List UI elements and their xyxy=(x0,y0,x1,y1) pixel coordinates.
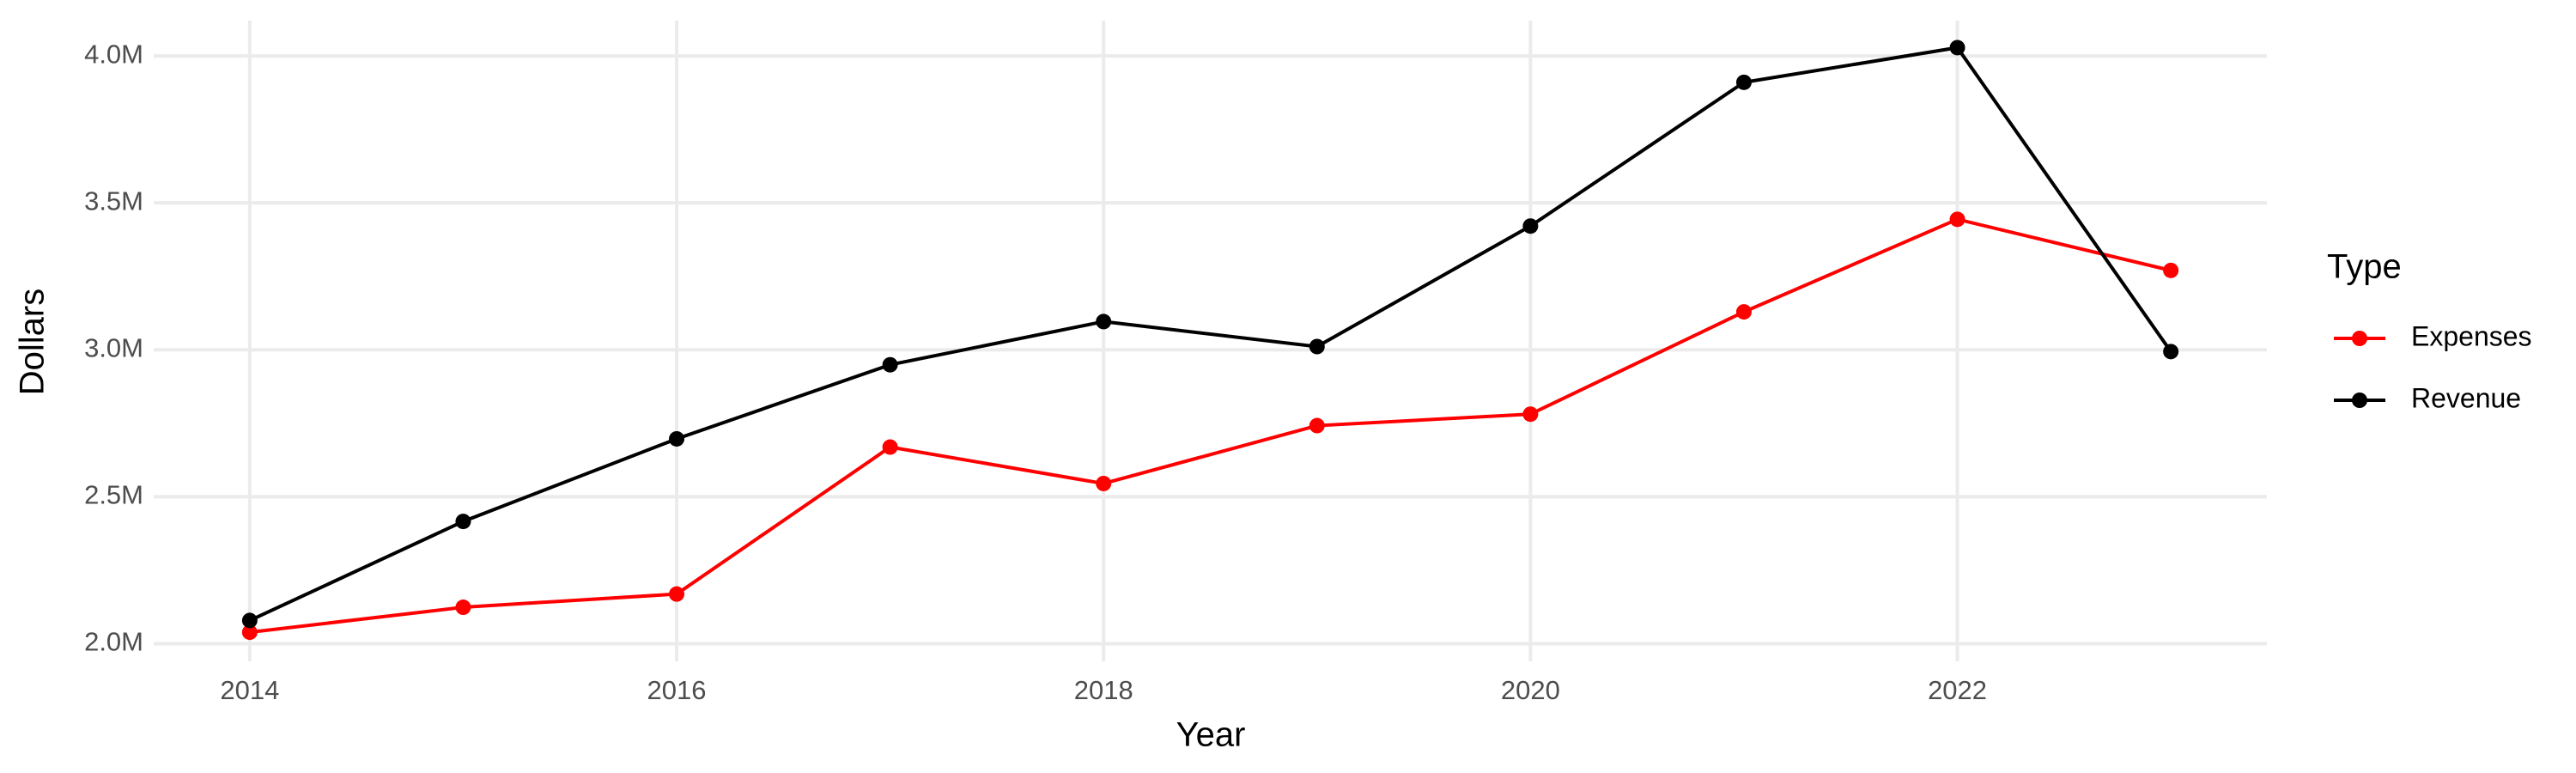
data-point xyxy=(1522,218,1539,234)
data-point xyxy=(2163,344,2179,360)
series-line xyxy=(249,217,2172,635)
data-point xyxy=(882,439,898,455)
x-tick-label: 2016 xyxy=(647,675,707,705)
x-tick-label: 2020 xyxy=(1501,675,1560,705)
data-point xyxy=(1309,417,1325,434)
data-point xyxy=(241,624,258,641)
data-point xyxy=(1949,211,1965,228)
data-point xyxy=(455,514,471,530)
y-tick-label: 3.0M xyxy=(84,332,143,362)
data-point xyxy=(669,586,685,602)
legend-key-point xyxy=(2352,393,2367,408)
x-tick-label: 2018 xyxy=(1074,675,1133,705)
y-tick-label: 3.5M xyxy=(84,186,143,216)
data-point xyxy=(2163,262,2179,278)
data-point xyxy=(1949,40,1965,56)
y-tick-label: 2.5M xyxy=(84,480,143,510)
data-point xyxy=(1096,475,1112,491)
legend-title: Type xyxy=(2327,248,2402,286)
legend-label: Revenue xyxy=(2411,382,2521,413)
y-tick-label: 4.0M xyxy=(84,39,143,69)
data-point xyxy=(882,356,898,373)
legend-label: Expenses xyxy=(2411,320,2532,351)
data-point xyxy=(669,430,685,447)
legend-key-point xyxy=(2352,331,2367,346)
data-point xyxy=(1309,338,1325,355)
data-point xyxy=(1096,313,1112,330)
data-point xyxy=(1522,406,1539,423)
data-point xyxy=(1735,304,1752,320)
x-axis-title: Year xyxy=(1176,716,1246,754)
x-tick-label: 2022 xyxy=(1928,675,1987,705)
x-tick-label: 2014 xyxy=(220,675,279,705)
data-point xyxy=(1735,74,1752,90)
y-tick-label: 2.0M xyxy=(84,627,143,657)
series-line xyxy=(249,46,2172,623)
y-axis-title: Dollars xyxy=(14,289,52,395)
data-point xyxy=(241,612,258,629)
data-point xyxy=(455,600,471,616)
